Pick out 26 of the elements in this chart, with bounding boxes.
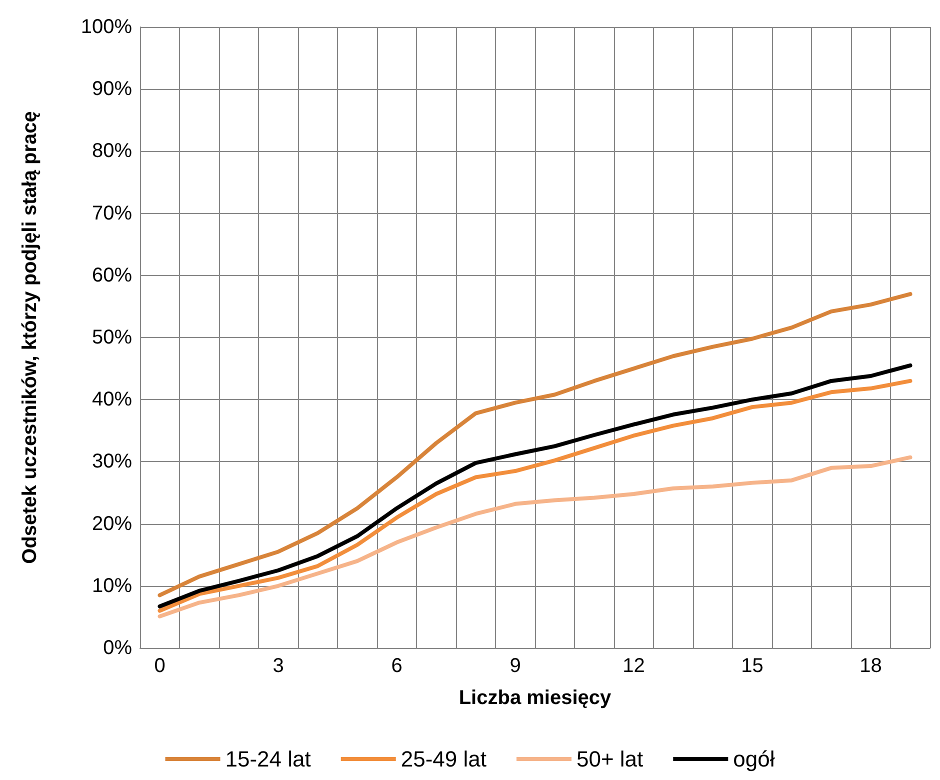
y-tick-label: 90%	[92, 78, 132, 100]
legend-label: 15-24 lat	[225, 746, 311, 772]
y-tick-label: 70%	[92, 202, 132, 224]
x-tick-label: 0	[154, 655, 166, 677]
y-tick-label: 10%	[92, 574, 132, 597]
x-tick-label: 18	[860, 655, 882, 677]
x-tick-label: 9	[510, 655, 521, 677]
line-series	[158, 455, 912, 618]
x-axis-title: Liczba miesięcy	[458, 687, 612, 709]
y-tick-label: 40%	[92, 388, 132, 411]
legend-label: 50+ lat	[576, 746, 644, 772]
y-tick-label: 20%	[92, 512, 132, 535]
x-tick-label: 3	[272, 655, 284, 677]
x-tick-label: 12	[622, 655, 645, 677]
y-tick-label: 30%	[92, 450, 132, 473]
y-tick-label: 100%	[80, 16, 132, 38]
line-series	[158, 292, 912, 598]
x-tick-label: 6	[391, 655, 402, 677]
y-tick-label: 80%	[92, 140, 132, 162]
y-tick-label: 60%	[92, 264, 132, 286]
y-axis-title: Odsetek uczestników, którzy podjęli stałą pracę	[19, 111, 41, 564]
y-tick-label: 0%	[103, 637, 132, 659]
legend-label: 25-49 lat	[400, 746, 486, 772]
legend-label: ogół	[733, 746, 775, 772]
x-tick-label: 15	[741, 655, 764, 677]
y-tick-label: 50%	[92, 326, 132, 348]
